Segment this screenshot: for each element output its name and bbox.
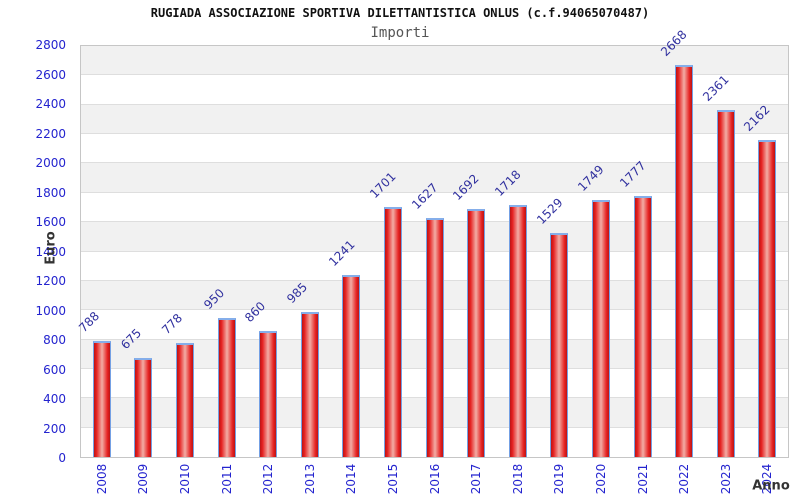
bar-group: 985 2013 bbox=[284, 46, 331, 494]
bar-group: 675 2009 bbox=[118, 46, 165, 494]
bar-group: 1241 2014 bbox=[326, 46, 373, 494]
x-tick-label: 2010 bbox=[177, 463, 192, 495]
bar-value-label: 1241 bbox=[325, 237, 358, 269]
bar-group: 2162 2024 bbox=[742, 46, 789, 494]
x-tick-label: 2022 bbox=[677, 463, 692, 495]
y-tick-label: 1400 bbox=[35, 244, 66, 259]
bar bbox=[467, 208, 486, 457]
gridline bbox=[81, 133, 788, 135]
bar-group: 778 2010 bbox=[159, 46, 206, 494]
bar-group: 1749 2020 bbox=[575, 46, 622, 494]
x-tick-label: 2020 bbox=[593, 463, 608, 495]
bar bbox=[758, 139, 777, 457]
y-tick-label: 1800 bbox=[35, 185, 66, 200]
plot-band bbox=[81, 46, 788, 76]
bar-group: 860 2012 bbox=[242, 46, 289, 494]
chart-subtitle: Importi bbox=[370, 25, 430, 41]
bar-value-label: 1692 bbox=[450, 171, 482, 203]
bar-value-label: 2361 bbox=[699, 72, 732, 105]
bar bbox=[175, 342, 194, 457]
bar-group: 1529 2019 bbox=[534, 46, 581, 494]
x-tick-label: 2021 bbox=[635, 463, 650, 495]
chart-title: RUGIADA ASSOCIAZIONE SPORTIVA DILETTANTI… bbox=[150, 6, 650, 20]
bar-value-label: 1529 bbox=[533, 195, 566, 227]
bar-value-label: 1749 bbox=[575, 162, 607, 195]
bar bbox=[134, 357, 153, 457]
plot-band bbox=[81, 134, 788, 164]
bar bbox=[633, 196, 652, 457]
y-tick-label: 0 bbox=[58, 451, 66, 465]
bar-value-label: 1777 bbox=[616, 158, 649, 191]
bar bbox=[591, 200, 610, 457]
y-tick-label: 800 bbox=[43, 333, 66, 348]
y-tick-label: 1000 bbox=[35, 303, 66, 318]
plot-area: 788 2008 675 2009 778 2010 950 2011 860 2012 985 20… bbox=[76, 28, 789, 494]
bar bbox=[342, 274, 361, 457]
bar-group: 1692 2017 bbox=[450, 46, 497, 494]
x-tick-label: 2009 bbox=[136, 463, 151, 495]
y-tick-label: 2800 bbox=[35, 38, 66, 52]
y-tick-label: 200 bbox=[43, 421, 66, 436]
bar bbox=[508, 204, 527, 457]
x-tick-label: 2023 bbox=[718, 463, 733, 495]
bar bbox=[675, 65, 694, 457]
x-axis-title: Anno bbox=[752, 478, 790, 494]
bars-container: 788 2008 675 2009 778 2010 950 2011 860 2012 985 20… bbox=[76, 28, 789, 494]
bar-group: 2361 2023 bbox=[700, 46, 747, 494]
y-tick-label: 2200 bbox=[35, 126, 66, 141]
plot-band bbox=[81, 192, 788, 223]
bar-value-label: 1701 bbox=[367, 169, 399, 202]
x-tick-label: 2019 bbox=[552, 463, 567, 495]
bar-value-label: 1627 bbox=[408, 180, 441, 213]
y-tick-label: 2000 bbox=[35, 156, 66, 170]
y-tick-label: 1200 bbox=[35, 274, 66, 288]
x-tick-label: 2018 bbox=[510, 463, 525, 495]
bar bbox=[217, 317, 236, 457]
x-tick-label: 2011 bbox=[219, 463, 234, 495]
bar-group: 788 2008 bbox=[76, 46, 123, 494]
bar bbox=[550, 232, 569, 457]
bar bbox=[425, 218, 444, 457]
bar bbox=[92, 341, 111, 457]
y-tick-label: 1600 bbox=[35, 215, 66, 230]
bar bbox=[383, 207, 402, 457]
y-tick-label: 600 bbox=[43, 362, 66, 377]
x-tick-label: 2017 bbox=[469, 463, 484, 495]
y-axis-title: Euro bbox=[43, 231, 59, 265]
bar-value-label: 1718 bbox=[492, 167, 524, 199]
bar-group: 1701 2015 bbox=[367, 46, 414, 494]
bar-group: 1627 2016 bbox=[409, 46, 456, 494]
gridline bbox=[81, 103, 788, 105]
gridline bbox=[81, 191, 788, 193]
y-axis: 0 200 400 600 800 1000 1200 1400 1600 1800 2000 220… bbox=[0, 38, 74, 465]
x-tick-label: 2008 bbox=[94, 463, 109, 495]
bar-group: 2668 2022 bbox=[658, 28, 705, 494]
plot-band bbox=[81, 75, 788, 105]
y-tick-label: 2600 bbox=[35, 67, 66, 82]
bar-group: 950 2011 bbox=[201, 46, 248, 494]
plot-band bbox=[81, 163, 788, 193]
bar-group: 1777 2021 bbox=[617, 46, 664, 494]
bar-value-label: 2162 bbox=[741, 102, 774, 134]
gridline bbox=[81, 74, 788, 76]
x-tick-label: 2016 bbox=[427, 463, 442, 495]
gridline bbox=[81, 162, 788, 164]
bar bbox=[716, 110, 735, 457]
y-tick-label: 400 bbox=[43, 392, 66, 407]
bar bbox=[300, 312, 319, 457]
x-tick-label: 2012 bbox=[261, 463, 276, 495]
x-tick-label: 2014 bbox=[344, 463, 359, 495]
bar bbox=[259, 330, 278, 457]
y-tick-label: 2400 bbox=[35, 97, 66, 111]
x-tick-label: 2015 bbox=[385, 463, 400, 495]
bar-value-label: 788 bbox=[76, 309, 103, 336]
bar-group: 1718 2018 bbox=[492, 46, 539, 494]
plot-band bbox=[81, 104, 788, 135]
x-tick-label: 2013 bbox=[302, 463, 317, 495]
